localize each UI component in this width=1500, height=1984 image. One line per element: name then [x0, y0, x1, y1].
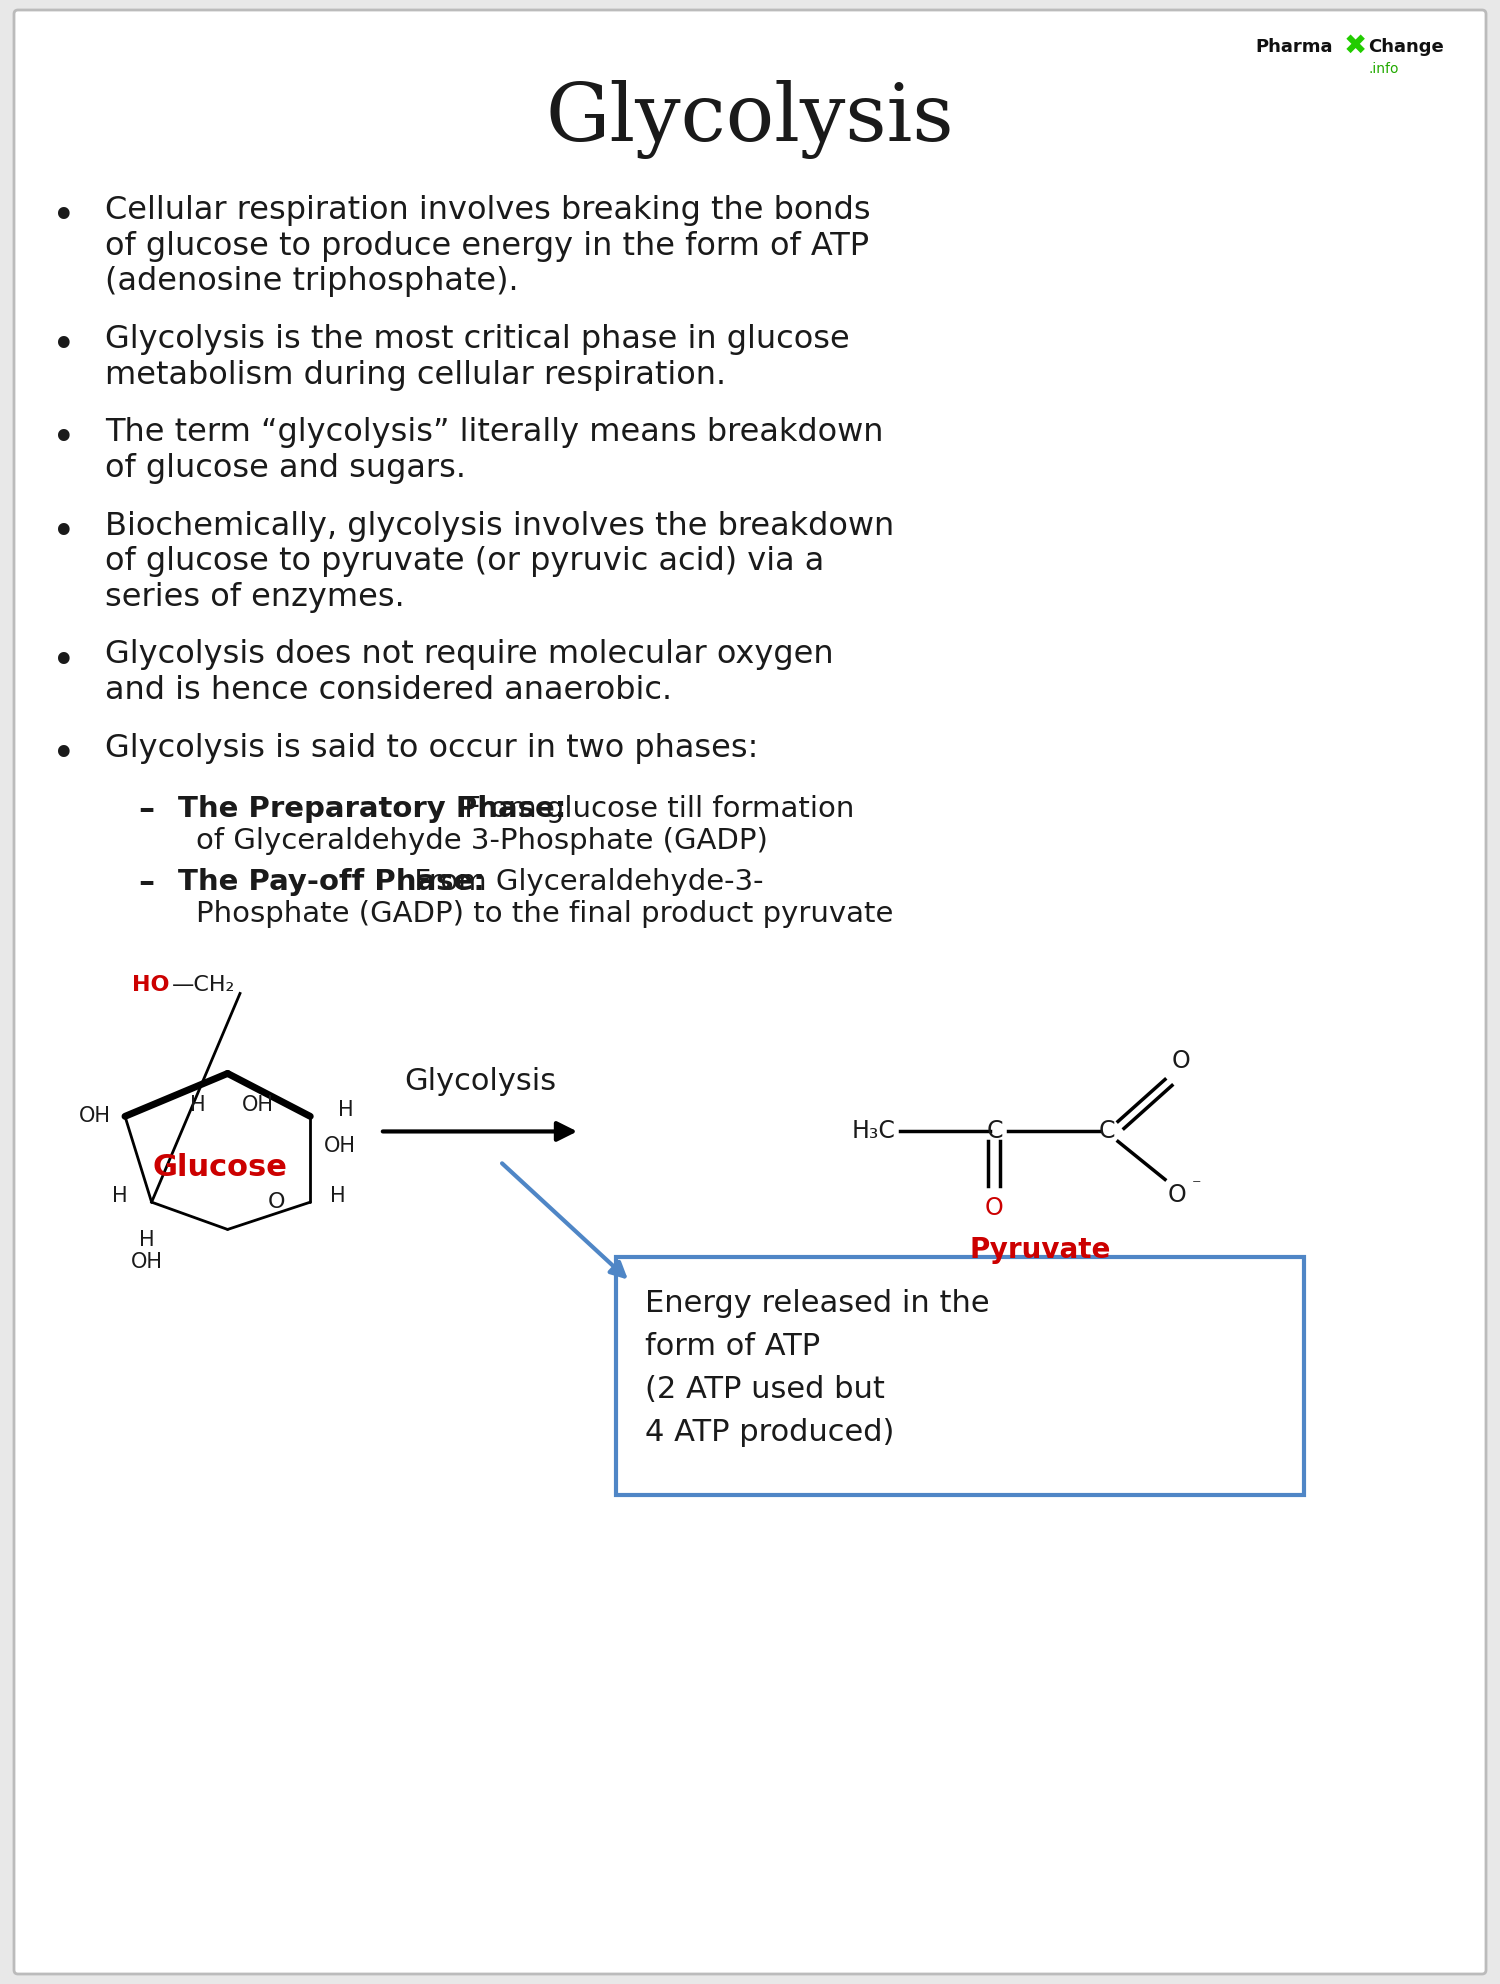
Text: Energy released in the
form of ATP
(2 ATP used but
4 ATP produced): Energy released in the form of ATP (2 AT… [645, 1290, 990, 1446]
Text: •: • [53, 734, 75, 776]
Text: OH: OH [80, 1107, 111, 1127]
Text: C: C [1098, 1119, 1114, 1143]
Text: O: O [1172, 1050, 1191, 1073]
Text: series of enzymes.: series of enzymes. [105, 581, 405, 613]
Text: Glucose: Glucose [153, 1153, 288, 1182]
Text: metabolism during cellular respiration.: metabolism during cellular respiration. [105, 359, 726, 391]
Text: of Glyceraldehyde 3-Phosphate (GADP): of Glyceraldehyde 3-Phosphate (GADP) [196, 827, 768, 855]
Text: C: C [987, 1119, 1004, 1143]
Text: OH: OH [324, 1137, 357, 1157]
Text: From Glyceraldehyde-3-: From Glyceraldehyde-3- [405, 869, 764, 897]
Text: The Pay-off Phase:: The Pay-off Phase: [178, 869, 484, 897]
Text: Glycolysis is the most critical phase in glucose: Glycolysis is the most critical phase in… [105, 323, 849, 355]
FancyBboxPatch shape [13, 10, 1486, 1974]
Text: •: • [53, 325, 75, 365]
Text: •: • [53, 641, 75, 681]
Text: O: O [1168, 1182, 1186, 1208]
Text: Change: Change [1368, 38, 1443, 56]
Text: Pharma: Pharma [1256, 38, 1332, 56]
Text: •: • [53, 512, 75, 554]
Text: •: • [53, 419, 75, 458]
FancyBboxPatch shape [616, 1258, 1304, 1496]
Text: ⁻: ⁻ [1192, 1177, 1202, 1196]
Text: Glycolysis: Glycolysis [546, 79, 954, 159]
Text: The term “glycolysis” literally means breakdown: The term “glycolysis” literally means br… [105, 417, 883, 448]
Text: Cellular respiration involves breaking the bonds: Cellular respiration involves breaking t… [105, 194, 870, 226]
Text: –: – [138, 796, 154, 827]
Text: The Preparatory Phase:: The Preparatory Phase: [178, 796, 567, 823]
Text: H: H [140, 1230, 154, 1250]
Text: and is hence considered anaerobic.: and is hence considered anaerobic. [105, 675, 672, 706]
Text: of glucose to pyruvate (or pyruvic acid) via a: of glucose to pyruvate (or pyruvic acid)… [105, 546, 825, 577]
Text: From glucose till formation: From glucose till formation [454, 796, 855, 823]
Text: Glycolysis: Glycolysis [404, 1067, 556, 1097]
Text: (adenosine triphosphate).: (adenosine triphosphate). [105, 266, 519, 298]
Text: Glycolysis is said to occur in two phases:: Glycolysis is said to occur in two phase… [105, 732, 759, 764]
Text: OH: OH [130, 1252, 162, 1272]
Text: H: H [339, 1101, 354, 1121]
Text: Pyruvate: Pyruvate [969, 1236, 1110, 1264]
Text: Phosphate (GADP) to the final product pyruvate: Phosphate (GADP) to the final product py… [196, 901, 894, 929]
Text: .info: .info [1368, 62, 1398, 75]
Text: of glucose to produce energy in the form of ATP: of glucose to produce energy in the form… [105, 230, 868, 262]
Text: –: – [138, 869, 154, 899]
Text: HO: HO [132, 976, 170, 996]
Text: —CH₂: —CH₂ [172, 976, 236, 996]
Text: ✖: ✖ [1344, 32, 1366, 60]
Text: Glycolysis does not require molecular oxygen: Glycolysis does not require molecular ox… [105, 639, 834, 671]
Text: O: O [268, 1192, 285, 1212]
Text: of glucose and sugars.: of glucose and sugars. [105, 452, 466, 484]
Text: O: O [984, 1196, 1004, 1220]
Text: OH: OH [242, 1095, 273, 1115]
Text: H₃C: H₃C [850, 1119, 895, 1143]
Text: Biochemically, glycolysis involves the breakdown: Biochemically, glycolysis involves the b… [105, 510, 894, 542]
Text: H: H [190, 1095, 206, 1115]
Text: H: H [330, 1186, 346, 1206]
Text: H: H [112, 1186, 128, 1206]
Text: •: • [53, 196, 75, 236]
